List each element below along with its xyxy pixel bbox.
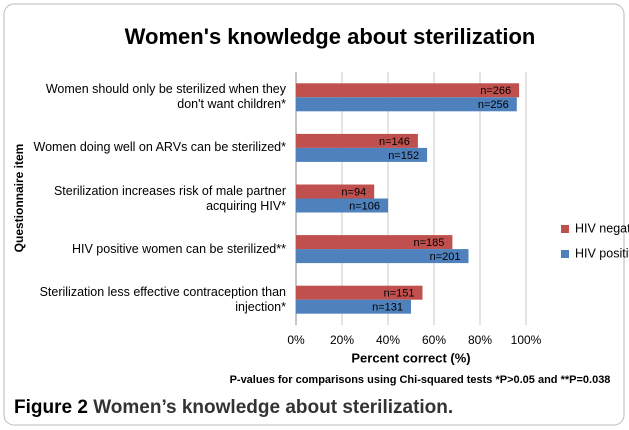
frame (3, 3, 625, 426)
y-axis-label: Questionnaire item (12, 144, 26, 253)
caption-text: Women’s knowledge about sterilization. (93, 397, 453, 418)
chart-title: Women's knowledge about sterilization (125, 24, 536, 49)
bar-label: n=131 (372, 302, 403, 314)
x-tick-label: 80% (468, 333, 492, 347)
bar-label: n=266 (480, 85, 511, 97)
y-tick-label: Sterilization less effective contracepti… (39, 284, 286, 314)
legend-label: HIV negative (575, 221, 629, 235)
y-tick-label: HIV positive women can be sterilized** (72, 241, 286, 256)
y-tick-label: Women doing well on ARVs can be steriliz… (33, 140, 286, 155)
caption-label: Figure 2 (14, 397, 88, 418)
bar (296, 97, 517, 112)
bar-label: n=256 (478, 99, 509, 111)
bar-label: n=201 (430, 251, 461, 263)
bar (296, 147, 428, 162)
bar-label: n=185 (413, 237, 444, 249)
bar-label: n=152 (388, 150, 419, 162)
bar-label: n=106 (349, 200, 380, 212)
bar (296, 133, 418, 148)
x-tick-label: 60% (422, 333, 446, 347)
x-tick-label: 100% (511, 333, 542, 347)
bar (296, 83, 520, 98)
bar (296, 198, 388, 213)
x-tick-label: 40% (376, 333, 400, 347)
bar (296, 249, 469, 264)
bar-label: n=151 (384, 288, 415, 300)
x-axis-label: Percent correct (%) (351, 350, 470, 365)
bar (296, 299, 411, 314)
footnote: P-values for comparisons using Chi-squar… (230, 374, 611, 386)
bar (296, 285, 423, 300)
legend-label: HIV positive (575, 246, 629, 260)
bar (296, 184, 375, 199)
legend-swatch (561, 250, 569, 258)
bar-label: n=146 (379, 136, 410, 148)
x-tick-label: 0% (287, 333, 305, 347)
legend-swatch (561, 225, 569, 233)
y-tick-label: Sterilization increases risk of male par… (53, 183, 286, 213)
y-tick-label: Women should only be sterilized when the… (45, 82, 286, 112)
x-tick-label: 20% (330, 333, 354, 347)
bar-label: n=94 (341, 186, 366, 198)
bar (296, 235, 453, 250)
caption: Figure 2 Women’s knowledge about sterili… (14, 397, 453, 418)
